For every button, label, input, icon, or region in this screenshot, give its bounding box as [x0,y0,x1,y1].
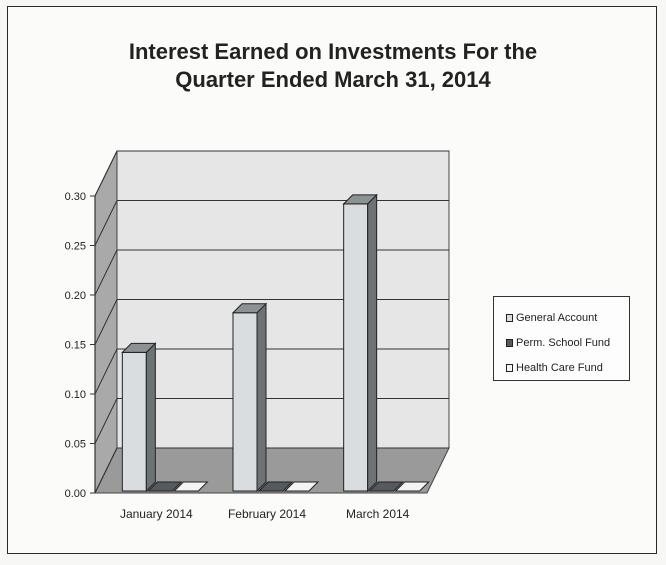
bar-2-0-top [342,194,378,205]
chart-legend: General Account Perm. School Fund Health… [493,296,630,381]
y-tick-label-6: 0.30 [65,191,86,203]
legend-swatch-health-care-fund [506,363,513,372]
y-tick-label-0: 0.00 [65,488,86,500]
gridline-side-0 [94,447,118,494]
bar-2-0-front [343,203,369,492]
legend-label-perm-school-fund: Perm. School Fund [516,336,611,349]
legend-label-health-care-fund: Health Care Fund [516,361,603,374]
bar-0-1 [147,481,183,492]
gridline-side-2 [94,348,118,395]
bar-0-0-top [121,342,157,353]
legend-swatch-perm-school-fund [506,338,513,347]
bar-2-1 [368,481,404,492]
bar-1-1 [257,481,294,492]
legend-label-general-account: General Account [516,311,598,324]
y-tick-label-4: 0.20 [65,290,86,302]
legend-item-perm-school-fund: Perm. School Fund [506,330,629,355]
legend-item-general-account: General Account [506,305,629,330]
gridline-side-1 [94,398,118,444]
bar-2-0-side [367,193,378,493]
x-tick-label-1: February 2014 [228,507,306,521]
bar-2-2 [394,481,430,492]
bar-1-0-side [256,302,267,493]
bar-1-2 [283,481,320,492]
bar-1-0-top [231,303,268,314]
y-tick-label-3: 0.15 [65,340,86,352]
chart-title-line-1: Interest Earned on Investments For the [128,39,538,64]
y-tick-label-1: 0.05 [65,439,86,451]
gridline-side-3 [94,299,118,345]
gridline-side-6 [94,150,118,197]
bar-0-0-front [121,351,147,492]
y-tick-label-5: 0.25 [65,241,86,253]
legend-item-health-care-fund: Health Care Fund [506,355,629,380]
gridline-side-4 [94,249,118,296]
bar-1-0-front [232,312,258,492]
gridline-side-5 [94,200,118,246]
x-tick-label-2: March 2014 [346,507,410,521]
bar-0-0-side [145,342,156,493]
bar-0-2 [173,481,209,492]
y-tick-label-2: 0.10 [65,389,86,401]
chart-title-line-2: Quarter Ended March 31, 2014 [175,67,491,92]
x-tick-label-0: January 2014 [120,507,193,521]
legend-swatch-general-account [506,313,513,322]
